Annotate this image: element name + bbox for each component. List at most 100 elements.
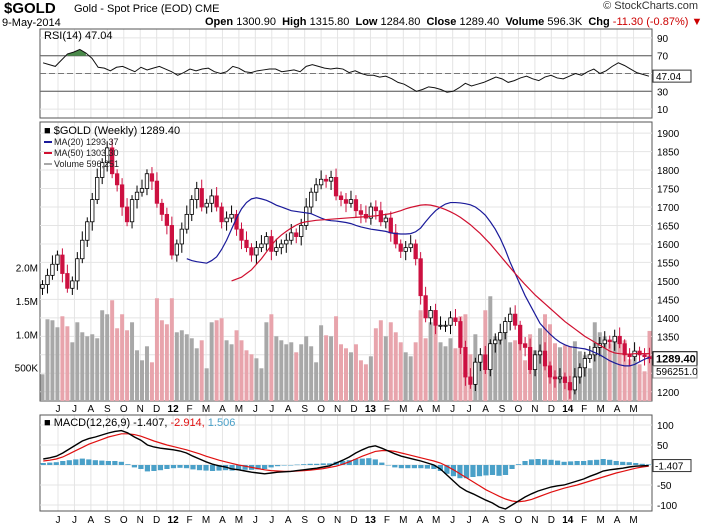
- macd-histogram-bar: [255, 465, 261, 470]
- macd-histogram-bar: [99, 460, 105, 465]
- macd-panel: 100500-50-100■ MACD(12,26,9) -1.407, -2.…: [40, 417, 692, 512]
- candle-body: [483, 354, 488, 370]
- volume-bar: [169, 298, 174, 401]
- macd-histogram-bar: [483, 465, 489, 476]
- volume-bar: [80, 332, 85, 401]
- symbol-title: $GOLD: [4, 0, 56, 17]
- macd-histogram-bar: [379, 462, 385, 465]
- candle-body: [129, 199, 135, 223]
- candle-body: [358, 210, 364, 215]
- macd-histogram-bar: [581, 461, 587, 465]
- candle-body: [264, 236, 269, 245]
- volume-bar: [154, 298, 159, 401]
- volume-bar: [607, 343, 612, 401]
- candle-body: [418, 258, 423, 297]
- macd-histogram-bar: [489, 465, 496, 475]
- rsi-last-value: 47.04: [656, 72, 681, 83]
- volume-bar: [299, 344, 304, 401]
- macd-tick-label: -100: [657, 501, 677, 512]
- candle-body: [413, 243, 418, 260]
- candle-body: [229, 213, 234, 219]
- x-tick-label: J: [72, 404, 77, 415]
- macd-histogram-bar: [301, 464, 307, 465]
- candle-body: [189, 199, 194, 215]
- high-label: High: [282, 16, 307, 28]
- price-tick-label: 1900: [657, 129, 680, 140]
- x-tick-label: M: [596, 404, 604, 415]
- volume-bar: [294, 352, 299, 401]
- x-tick-label: D: [548, 404, 555, 415]
- volume-bar: [100, 310, 105, 401]
- macd-histogram-bar: [554, 460, 561, 465]
- candle-body: [617, 335, 622, 345]
- macd-histogram-bar: [626, 462, 632, 465]
- volume-bar: [493, 336, 498, 401]
- price-tick-label: 1450: [657, 295, 680, 306]
- candle-body: [498, 332, 503, 341]
- x-tick-label: F: [187, 515, 193, 526]
- volume-bar: [229, 344, 234, 401]
- macd-histogram-bar: [262, 465, 268, 469]
- candle-body: [627, 354, 632, 358]
- candle-body: [279, 243, 284, 249]
- volume-bar: [453, 348, 458, 401]
- x-tick-label: F: [581, 404, 587, 415]
- x-tick-label: M: [629, 404, 637, 415]
- x-tick-label: 12: [168, 404, 180, 415]
- macd-line: [43, 429, 649, 510]
- macd-histogram-bar: [275, 465, 281, 467]
- volume-bar: [179, 330, 184, 401]
- x-tick-label: S: [301, 515, 308, 526]
- x-tick-label: N: [531, 404, 538, 415]
- volume-bar: [518, 332, 523, 401]
- candle-body: [478, 354, 483, 363]
- candle-body: [567, 382, 573, 391]
- low-label: Low: [355, 16, 378, 28]
- candle-body: [244, 239, 249, 249]
- macd-tick-label: -50: [657, 481, 672, 492]
- x-tick-label: A: [88, 515, 95, 526]
- volume-bar: [567, 346, 572, 401]
- macd-histogram-bar: [522, 461, 528, 465]
- macd-histogram-bar: [574, 461, 580, 465]
- candle-body: [199, 188, 204, 208]
- macd-histogram-bar: [281, 465, 287, 466]
- volume-bar: [617, 342, 622, 401]
- candle-body: [602, 339, 607, 345]
- volume-bars: [40, 296, 652, 401]
- candle-body: [508, 313, 513, 322]
- volume-bar: [612, 341, 617, 401]
- volume-bar: [363, 364, 368, 401]
- macd-histogram-bar: [398, 465, 404, 469]
- volume-bar: [244, 350, 249, 401]
- candle-body: [328, 177, 334, 182]
- volume-bar: [632, 357, 637, 401]
- rsi-title: RSI(14) 47.04: [44, 30, 112, 42]
- price-tick-label: 1750: [657, 185, 680, 196]
- candle-body: [368, 206, 374, 219]
- x-tick-label: N: [531, 515, 538, 526]
- exchange-label: CME: [195, 3, 220, 15]
- candle-body: [149, 173, 155, 182]
- x-tick-label: N: [137, 515, 144, 526]
- rsi-tick-label: 10: [657, 105, 669, 116]
- candle-body: [50, 263, 55, 276]
- macd-histogram-bar: [66, 460, 72, 465]
- macd-histogram-bar: [314, 463, 320, 465]
- macd-last-value-box: [652, 459, 692, 473]
- volume-bar: [274, 336, 279, 401]
- candle-body: [95, 177, 100, 201]
- volume-bar: [443, 346, 448, 401]
- volume-bar: [353, 344, 358, 401]
- volume-bar: [269, 314, 274, 401]
- candle-body: [299, 225, 304, 237]
- macd-histogram-bar: [600, 459, 606, 465]
- candle-body: [114, 173, 120, 186]
- volume-bar: [259, 368, 264, 401]
- volume-bar: [324, 335, 329, 401]
- x-tick-label: A: [88, 404, 95, 415]
- candle-body: [542, 350, 548, 367]
- volume-bar: [388, 322, 393, 401]
- x-tick-label: O: [317, 404, 325, 415]
